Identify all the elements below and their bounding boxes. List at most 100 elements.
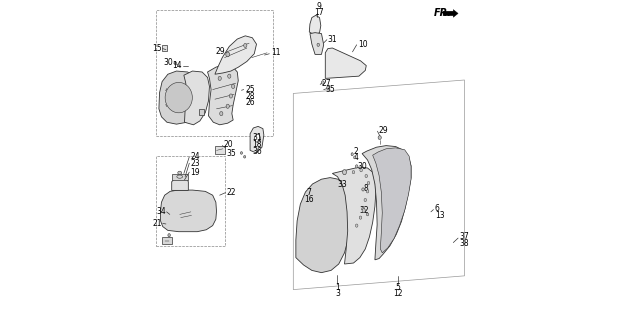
- Text: 4: 4: [354, 153, 358, 162]
- Polygon shape: [199, 109, 204, 115]
- Ellipse shape: [366, 190, 369, 193]
- Text: 36: 36: [253, 147, 262, 156]
- Ellipse shape: [366, 213, 369, 216]
- Ellipse shape: [326, 86, 329, 90]
- Text: 30: 30: [163, 58, 173, 67]
- Polygon shape: [250, 126, 264, 153]
- Ellipse shape: [231, 84, 235, 89]
- Text: 22: 22: [227, 188, 236, 197]
- Ellipse shape: [364, 198, 367, 202]
- Polygon shape: [443, 10, 458, 17]
- Ellipse shape: [254, 134, 261, 142]
- Text: 15: 15: [152, 44, 162, 52]
- Text: 18: 18: [253, 140, 262, 149]
- Ellipse shape: [368, 181, 370, 185]
- Text: 24: 24: [190, 152, 200, 161]
- Text: 9: 9: [316, 2, 321, 11]
- Polygon shape: [215, 146, 224, 154]
- Ellipse shape: [228, 74, 231, 78]
- Bar: [156, 156, 225, 246]
- Polygon shape: [162, 237, 172, 244]
- Ellipse shape: [226, 104, 229, 108]
- Text: 20: 20: [224, 140, 233, 149]
- Ellipse shape: [378, 136, 381, 140]
- Polygon shape: [309, 15, 321, 35]
- Ellipse shape: [244, 44, 247, 48]
- Ellipse shape: [165, 83, 192, 113]
- Text: 29: 29: [216, 47, 226, 56]
- Text: 17: 17: [314, 8, 324, 17]
- Text: 8: 8: [363, 184, 368, 193]
- Ellipse shape: [365, 174, 368, 178]
- Polygon shape: [172, 177, 188, 190]
- Ellipse shape: [362, 188, 364, 191]
- Ellipse shape: [244, 156, 246, 158]
- Text: 1: 1: [335, 283, 340, 292]
- Ellipse shape: [359, 216, 362, 219]
- Ellipse shape: [321, 81, 324, 84]
- Ellipse shape: [168, 234, 171, 237]
- Polygon shape: [184, 71, 209, 125]
- Text: 5: 5: [396, 283, 401, 292]
- Ellipse shape: [226, 52, 229, 57]
- Polygon shape: [173, 174, 188, 180]
- Polygon shape: [310, 33, 324, 54]
- Polygon shape: [296, 178, 350, 273]
- Bar: [156, 10, 272, 136]
- Ellipse shape: [362, 207, 364, 210]
- Ellipse shape: [351, 153, 353, 156]
- Polygon shape: [208, 64, 238, 125]
- Text: 37: 37: [459, 232, 469, 241]
- Polygon shape: [161, 190, 216, 232]
- Ellipse shape: [360, 169, 362, 172]
- Text: 38: 38: [459, 239, 469, 248]
- Text: 31: 31: [253, 133, 262, 142]
- Text: 26: 26: [246, 98, 256, 107]
- Text: 21: 21: [152, 219, 162, 228]
- Ellipse shape: [317, 43, 319, 46]
- Polygon shape: [372, 148, 411, 253]
- Ellipse shape: [229, 94, 232, 98]
- Text: 25: 25: [246, 85, 256, 94]
- Ellipse shape: [218, 76, 221, 81]
- Text: 33: 33: [338, 180, 348, 189]
- Ellipse shape: [177, 171, 182, 174]
- Polygon shape: [162, 45, 167, 51]
- Ellipse shape: [174, 62, 177, 65]
- Text: 10: 10: [358, 40, 367, 49]
- Ellipse shape: [356, 224, 358, 227]
- Ellipse shape: [241, 152, 242, 154]
- Text: 35: 35: [325, 85, 335, 94]
- Text: 32: 32: [360, 206, 369, 215]
- Text: 34: 34: [156, 207, 166, 216]
- Polygon shape: [215, 36, 256, 74]
- Text: 7: 7: [306, 188, 311, 197]
- Text: 12: 12: [394, 289, 403, 298]
- Polygon shape: [325, 48, 366, 78]
- Text: 31: 31: [328, 35, 338, 44]
- Text: 28: 28: [246, 92, 256, 100]
- Ellipse shape: [342, 170, 346, 175]
- Text: 29: 29: [379, 126, 388, 135]
- Text: 13: 13: [435, 211, 444, 220]
- Ellipse shape: [220, 112, 223, 116]
- Ellipse shape: [362, 209, 365, 213]
- Ellipse shape: [352, 171, 355, 174]
- Text: 11: 11: [271, 48, 281, 57]
- Text: 2: 2: [354, 147, 358, 156]
- Text: 16: 16: [304, 195, 314, 204]
- Polygon shape: [332, 167, 376, 264]
- Text: 30: 30: [357, 162, 367, 171]
- Polygon shape: [362, 146, 411, 260]
- Ellipse shape: [354, 156, 356, 159]
- Ellipse shape: [356, 165, 358, 168]
- Text: FR.: FR.: [434, 8, 451, 19]
- Text: 23: 23: [190, 159, 200, 168]
- Text: 35: 35: [226, 149, 236, 158]
- Text: 27: 27: [321, 79, 331, 88]
- Polygon shape: [159, 71, 199, 124]
- Text: 14: 14: [173, 61, 182, 70]
- Text: 6: 6: [435, 204, 439, 212]
- Text: 3: 3: [335, 289, 340, 298]
- Text: 19: 19: [190, 168, 200, 177]
